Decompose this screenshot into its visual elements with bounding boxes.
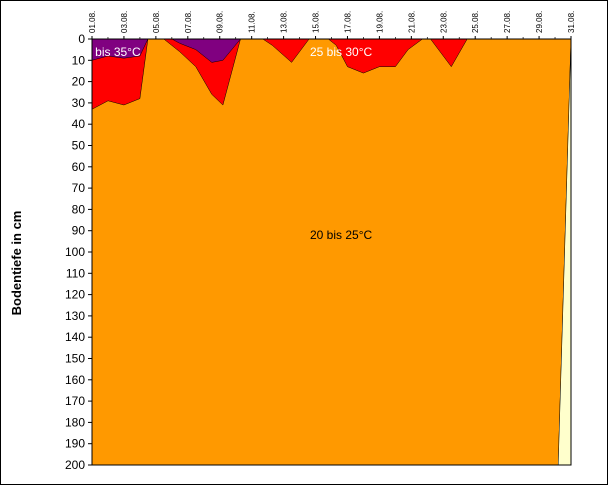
y-tick-label: 130 [65, 309, 85, 323]
x-tick-label: 19.08. [375, 11, 384, 33]
region-label: 20 bis 25°C [310, 228, 373, 242]
x-tick-label: 27.08. [503, 11, 512, 33]
y-tick-label: 150 [65, 352, 85, 366]
y-tick-label: 120 [65, 288, 85, 302]
y-tick-label: 70 [72, 181, 86, 195]
y-tick-label: 60 [72, 160, 86, 174]
x-tick-label: 21.08. [407, 11, 416, 33]
y-tick-label: 100 [65, 245, 85, 259]
x-tick-label: 05.08. [152, 11, 161, 33]
x-tick-label: 11.08. [248, 11, 257, 33]
x-tick-label: 17.08. [343, 11, 352, 33]
x-tick-label: 29.08. [535, 11, 544, 33]
y-tick-label: 30 [72, 96, 86, 110]
y-tick-label: 10 [72, 53, 86, 67]
x-tick-label: 23.08. [439, 11, 448, 33]
y-tick-label: 170 [65, 394, 85, 408]
band-20-bis-25-c [91, 38, 572, 466]
y-tick-label: 200 [65, 458, 85, 472]
y-tick-label: 20 [72, 75, 86, 89]
region-label: 30 bis 35°C [78, 45, 141, 59]
x-tick-label: 25.08. [471, 11, 480, 33]
x-tick-label: 09.08. [216, 11, 225, 33]
y-tick-label: 50 [72, 139, 86, 153]
y-tick-label: 80 [72, 202, 86, 216]
band-25-bis-30-c [91, 38, 468, 110]
x-tick-label: 03.08. [120, 11, 129, 33]
y-tick-label: 190 [65, 437, 85, 451]
y-tick-label: 90 [72, 224, 86, 238]
y-tick-label: 160 [65, 373, 85, 387]
y-tick-label: 180 [65, 415, 85, 429]
x-tick-label: 07.08. [184, 11, 193, 33]
x-tick-label: 31.08. [567, 11, 576, 33]
x-tick-label: 01.08. [88, 11, 97, 33]
y-tick-label: 0 [78, 32, 85, 46]
y-tick-label: 110 [66, 266, 85, 280]
y-tick-label: 140 [65, 330, 85, 344]
x-tick-label: 13.08. [280, 11, 289, 33]
y-axis-title: Bodentiefe in cm [9, 211, 24, 316]
x-tick-label: 15.08. [312, 11, 321, 33]
region-label: 25 bis 30°C [310, 45, 373, 59]
y-tick-label: 40 [72, 117, 86, 131]
